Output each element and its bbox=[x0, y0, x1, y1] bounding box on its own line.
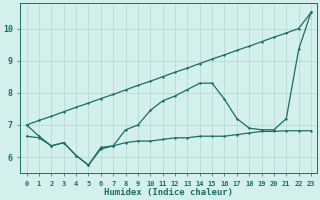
X-axis label: Humidex (Indice chaleur): Humidex (Indice chaleur) bbox=[104, 188, 233, 197]
